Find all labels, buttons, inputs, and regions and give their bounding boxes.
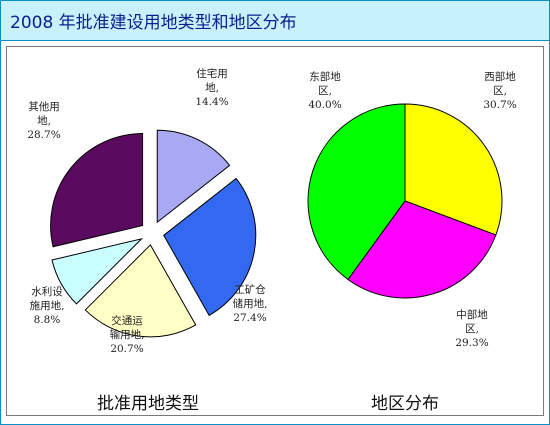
chart-panel: 住宅用地, 14.4% 工矿仓储用地, 27.4% 交通运输用地, 20.7% 水利设施用地… [6, 46, 544, 416]
pie-slice-region-1 [347, 200, 497, 299]
land-type-title: 批准用地类型 [97, 394, 199, 414]
pie-slice-land-3 [51, 237, 144, 305]
title-bar: 2008 年批准建设用地类型和地区分布 [1, 1, 549, 41]
pie-label-land-4: 其他用地, 28.7% [27, 100, 60, 141]
pie-label-region-0: 西部地区, 30.7% [483, 70, 516, 111]
pie-slice-land-2 [84, 244, 197, 338]
land-type-pie: 住宅用地, 14.4% 工矿仓储用地, 27.4% 交通运输用地, 20.7% 水利设施用地… [27, 67, 267, 355]
pie-charts: 住宅用地, 14.4% 工矿仓储用地, 27.4% 交通运输用地, 20.7% 水利设施用地… [27, 67, 517, 414]
pie-label-region-1: 中部地区, 29.3% [455, 308, 488, 349]
region-pie: 西部地区, 30.7% 中部地区, 29.3% 东部地区, 40.0% [307, 70, 517, 349]
pie-slice-region-0 [404, 103, 503, 236]
pie-slice-region-2 [307, 103, 406, 281]
pie-label-region-2: 东部地区, 40.0% [308, 70, 341, 111]
pie-label-land-3: 水利设施用地, 8.8% [30, 286, 65, 326]
region-title: 地区分布 [371, 394, 439, 414]
pie-label-land-1: 工矿仓储用地, 27.4% [233, 283, 268, 324]
pie-label-land-2: 交通运输用地, 20.7% [110, 314, 145, 355]
pie-slice-land-1 [163, 177, 257, 317]
pie-label-land-0: 住宅用地, 14.4% [195, 67, 228, 108]
pie-slice-land-0 [156, 129, 231, 224]
page-title: 2008 年批准建设用地类型和地区分布 [10, 13, 297, 33]
pie-slice-land-4 [50, 133, 144, 248]
